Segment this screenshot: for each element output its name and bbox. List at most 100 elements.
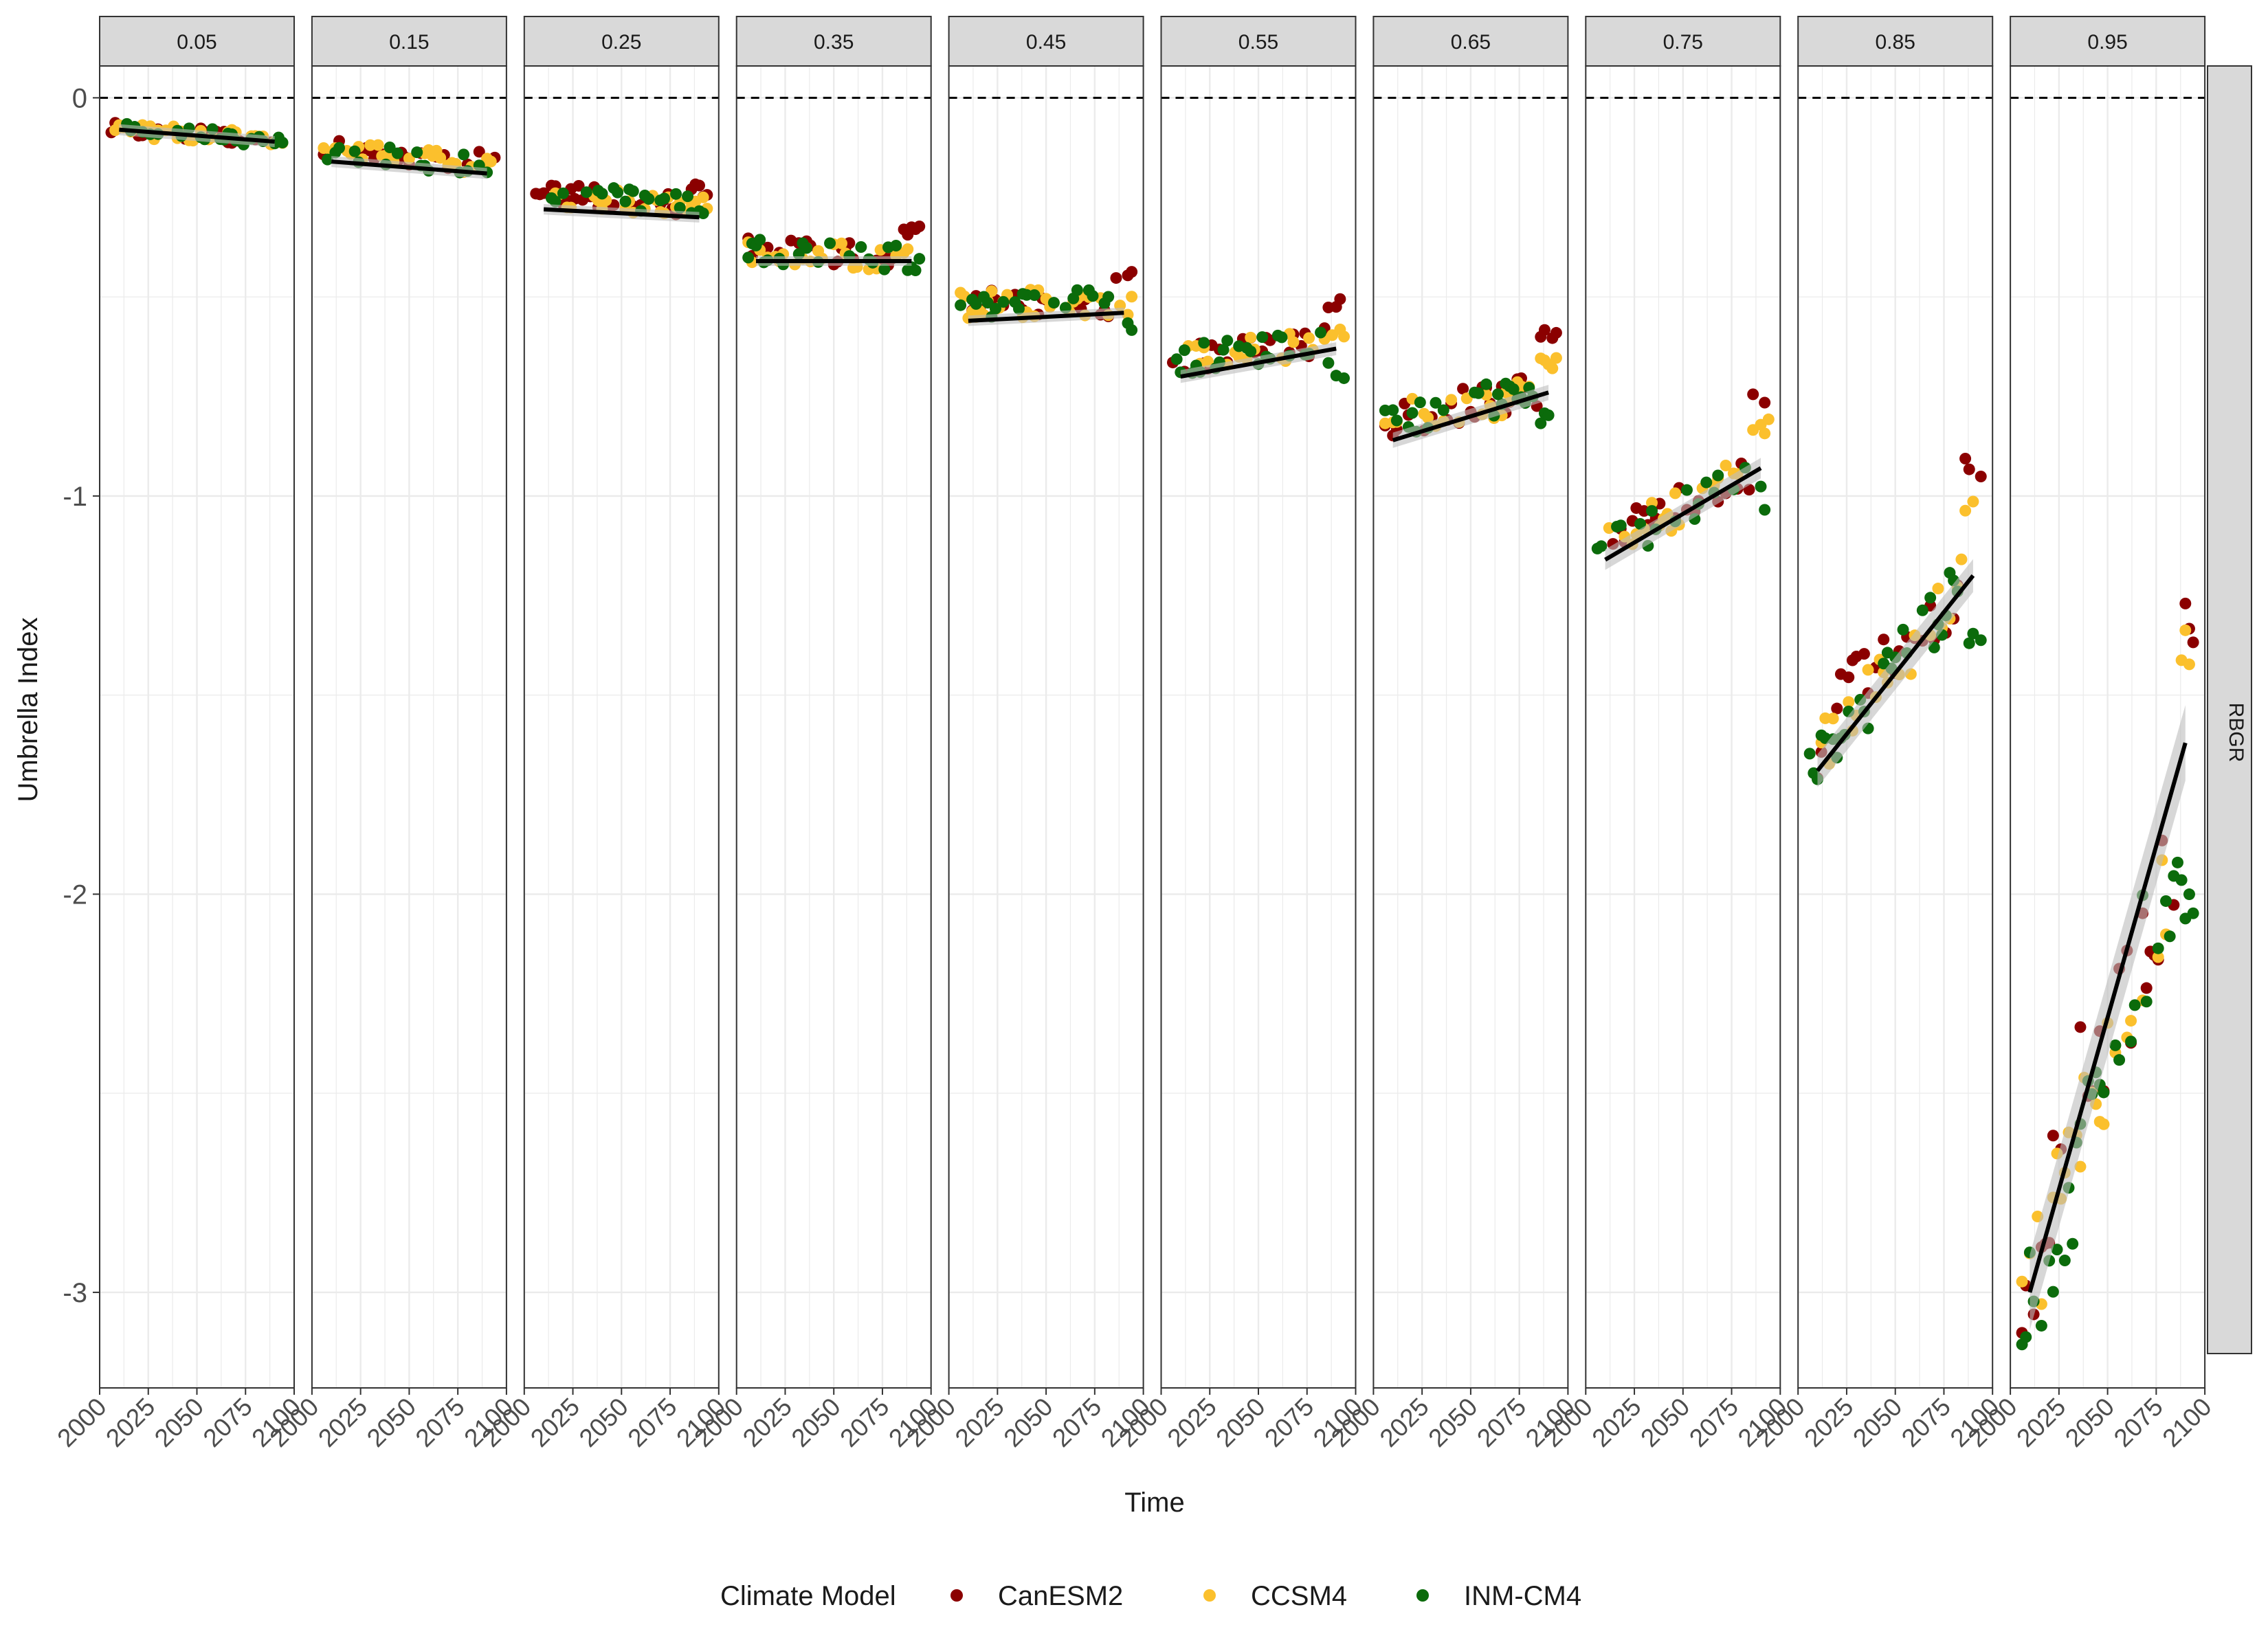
data-point-inm-cm4 xyxy=(1256,331,1269,344)
data-point-inm-cm4 xyxy=(913,253,926,265)
data-point-ccsm4 xyxy=(2125,1015,2137,1027)
facet-strip: 0.65 xyxy=(1372,16,1569,67)
data-point-canesm2 xyxy=(913,220,926,232)
data-point-inm-cm4 xyxy=(2047,1286,2059,1298)
data-point-inm-cm4 xyxy=(348,145,361,157)
data-point-canesm2 xyxy=(1858,648,1870,660)
facet-strip-label: 0.55 xyxy=(1238,31,1278,54)
data-point-canesm2 xyxy=(1959,452,1972,464)
data-point-inm-cm4 xyxy=(2125,1035,2137,1048)
data-point-inm-cm4 xyxy=(322,153,334,166)
data-point-canesm2 xyxy=(2140,982,2153,994)
facet-strip: 0.25 xyxy=(523,16,720,67)
data-point-ccsm4 xyxy=(1338,330,1350,343)
y-tick-label: -2 xyxy=(63,879,87,910)
facet-strip-label: 0.95 xyxy=(2087,31,2127,54)
data-point-inm-cm4 xyxy=(1338,372,1350,384)
data-point-ccsm4 xyxy=(2183,658,2195,671)
data-point-canesm2 xyxy=(1975,471,1987,483)
data-point-inm-cm4 xyxy=(1012,302,1025,315)
facet-strip: 0.35 xyxy=(735,16,932,67)
data-point-inm-cm4 xyxy=(1126,324,1138,336)
data-point-inm-cm4 xyxy=(1437,404,1449,416)
data-point-canesm2 xyxy=(1550,326,1562,339)
fit-line xyxy=(1180,346,1337,379)
legend-label-inm-cm4: INM-CM4 xyxy=(1464,1581,1581,1611)
data-point-inm-cm4 xyxy=(2098,1086,2110,1099)
data-point-inm-cm4 xyxy=(1071,284,1083,296)
legend-items: CanESM2 CCSM4 INM-CM4 xyxy=(950,1581,1581,1611)
facet-strip: 0.95 xyxy=(2010,16,2206,67)
data-point-inm-cm4 xyxy=(1276,331,1288,344)
data-point-ccsm4 xyxy=(434,152,447,164)
data-point-inm-cm4 xyxy=(1680,484,1693,496)
data-point-inm-cm4 xyxy=(2164,930,2176,943)
data-point-ccsm4 xyxy=(2016,1275,2028,1288)
legend: Climate Model CanESM2 CCSM4 INM-CM4 xyxy=(720,1581,1581,1611)
data-point-ccsm4 xyxy=(1546,362,1559,374)
facet-strip-label: 0.05 xyxy=(177,31,216,54)
facet-strip: 0.15 xyxy=(311,16,507,67)
y-axis-title: Umbrella Index xyxy=(13,617,43,802)
fit-line xyxy=(1604,466,1762,562)
data-point-ccsm4 xyxy=(372,139,384,151)
data-point-inm-cm4 xyxy=(955,299,967,311)
data-point-inm-cm4 xyxy=(855,241,867,254)
data-point-inm-cm4 xyxy=(391,147,403,159)
data-point-canesm2 xyxy=(2179,597,2192,609)
data-point-inm-cm4 xyxy=(2160,895,2172,907)
data-point-inm-cm4 xyxy=(824,237,836,249)
legend-key-inm-cm4 xyxy=(1416,1589,1429,1602)
data-point-canesm2 xyxy=(2047,1130,2059,1142)
data-point-inm-cm4 xyxy=(1245,345,1257,357)
data-point-ccsm4 xyxy=(1959,504,1972,517)
data-point-inm-cm4 xyxy=(2152,942,2164,954)
data-point-ccsm4 xyxy=(1646,497,1658,509)
data-point-inm-cm4 xyxy=(557,187,569,199)
data-point-canesm2 xyxy=(1963,463,1975,475)
data-point-inm-cm4 xyxy=(1614,519,1627,532)
data-point-inm-cm4 xyxy=(2128,999,2141,1011)
data-point-inm-cm4 xyxy=(682,190,694,203)
data-point-inm-cm4 xyxy=(1755,480,1767,493)
data-point-inm-cm4 xyxy=(970,298,982,310)
data-point-inm-cm4 xyxy=(1759,504,1771,516)
facet-strip: 0.75 xyxy=(1585,16,1781,67)
facet-strip-label: 0.15 xyxy=(389,31,429,54)
data-point-inm-cm4 xyxy=(1542,409,1555,421)
data-point-inm-cm4 xyxy=(1595,540,1608,552)
data-point-inm-cm4 xyxy=(674,201,686,214)
fit-line xyxy=(119,127,275,144)
data-point-inm-cm4 xyxy=(801,242,813,254)
data-point-canesm2 xyxy=(1831,702,1843,715)
data-point-inm-cm4 xyxy=(2175,874,2188,886)
data-point-inm-cm4 xyxy=(1102,291,1115,303)
data-point-inm-cm4 xyxy=(1646,505,1658,517)
data-point-inm-cm4 xyxy=(1221,335,1234,347)
data-point-inm-cm4 xyxy=(2113,1054,2126,1066)
data-point-inm-cm4 xyxy=(754,234,766,246)
fit-line xyxy=(1816,574,1975,772)
facet-strip-label: 0.35 xyxy=(814,31,854,54)
data-point-inm-cm4 xyxy=(878,263,891,276)
legend-label-canesm2: CanESM2 xyxy=(998,1581,1123,1611)
data-point-inm-cm4 xyxy=(276,136,289,148)
data-point-canesm2 xyxy=(1843,671,1855,684)
data-point-inm-cm4 xyxy=(697,207,709,220)
data-point-inm-cm4 xyxy=(627,185,639,197)
fit-line xyxy=(2027,742,2188,1293)
facet-strip-label: 0.45 xyxy=(1026,31,1066,54)
data-point-canesm2 xyxy=(2074,1021,2087,1033)
fit-line xyxy=(1392,390,1549,442)
y-axis: 0 -1 -2 -3 xyxy=(63,83,100,1308)
data-point-ccsm4 xyxy=(1422,412,1434,424)
data-point-inm-cm4 xyxy=(643,192,655,205)
data-point-inm-cm4 xyxy=(333,142,346,154)
data-point-inm-cm4 xyxy=(1634,518,1647,530)
data-point-inm-cm4 xyxy=(1430,396,1442,409)
data-point-inm-cm4 xyxy=(2020,1331,2032,1343)
data-point-canesm2 xyxy=(473,146,485,158)
data-point-canesm2 xyxy=(1759,396,1771,409)
